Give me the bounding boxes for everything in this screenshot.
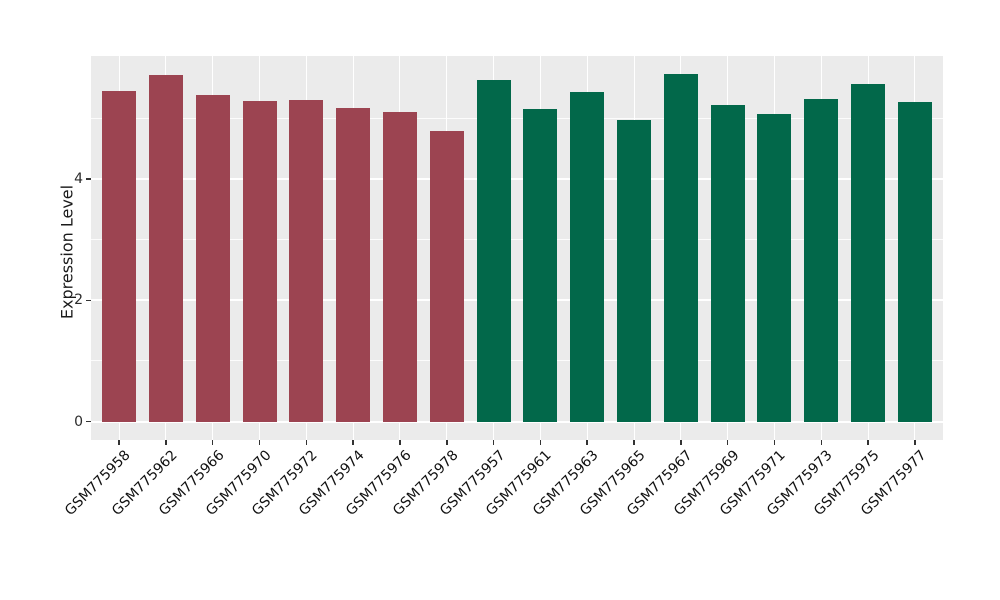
y-tick-label: 4 (74, 171, 83, 188)
x-axis-tick (820, 440, 823, 445)
expression-level-bar-chart: Expression Level 0 2 4 GSM775958 GSM775962 GS… (57, 56, 943, 519)
bar-GSM775957 (476, 79, 511, 422)
y-tick-label: 0 (74, 413, 83, 430)
minor-gridline (91, 118, 943, 119)
y-axis-tick (86, 420, 91, 423)
major-gridline (91, 178, 943, 181)
bar-GSM775966 (195, 94, 230, 422)
bar-GSM775975 (851, 83, 886, 422)
y-axis-tick (86, 178, 91, 180)
x-axis-tick (773, 440, 776, 445)
bar-GSM775973 (804, 99, 839, 422)
bar-GSM775967 (663, 74, 698, 422)
x-axis-tick (399, 440, 401, 445)
x-axis-tick (680, 440, 682, 445)
y-axis-tick (86, 299, 91, 302)
y-tick-label: 2 (74, 292, 83, 309)
major-gridline (91, 299, 943, 302)
x-axis-tick (633, 440, 635, 445)
x-axis-tick (492, 440, 495, 445)
bar-GSM775976 (382, 112, 417, 422)
minor-gridline (91, 239, 943, 241)
bar-GSM775971 (757, 114, 792, 422)
bar-GSM775965 (617, 119, 652, 422)
x-axis-tick (305, 440, 308, 445)
x-axis-tick (165, 440, 167, 445)
x-axis-tick (539, 440, 542, 445)
bar-GSM775962 (148, 74, 183, 422)
bar-GSM775972 (289, 99, 324, 422)
bar-GSM775969 (710, 104, 745, 422)
x-axis-tick (867, 440, 869, 445)
x-axis-tick (118, 440, 120, 445)
bar-GSM775974 (336, 108, 371, 422)
x-axis-tick (211, 440, 214, 445)
bar-GSM775958 (102, 90, 137, 422)
x-axis-tick (352, 440, 354, 445)
x-axis-tick (586, 440, 588, 445)
x-axis-tick (446, 440, 448, 445)
major-gridline (91, 420, 943, 423)
bar-GSM775978 (429, 130, 464, 422)
minor-gridline (91, 360, 943, 362)
bar-GSM775970 (242, 100, 277, 422)
plot-panel (91, 56, 943, 440)
x-axis-tick (726, 440, 729, 445)
x-axis-tick (258, 440, 261, 445)
bar-GSM775977 (897, 101, 932, 422)
bar-GSM775961 (523, 108, 558, 422)
x-axis-tick (914, 440, 916, 445)
bar-GSM775963 (570, 92, 605, 422)
